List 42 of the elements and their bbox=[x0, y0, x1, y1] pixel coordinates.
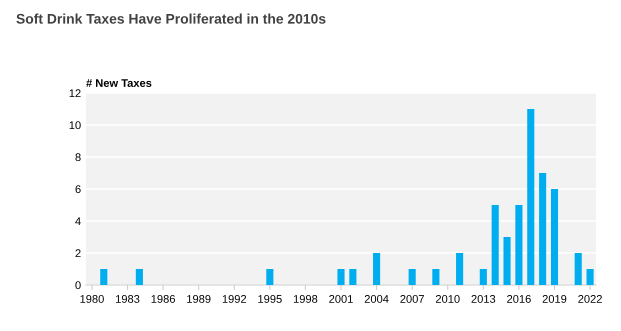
bar bbox=[349, 269, 356, 285]
x-tick-label: 1989 bbox=[187, 295, 211, 303]
x-tick-label: 2010 bbox=[436, 295, 460, 303]
y-tick-label: 10 bbox=[70, 121, 81, 130]
bar bbox=[456, 253, 464, 285]
bar bbox=[408, 269, 416, 285]
x-tick-label: 2022 bbox=[578, 295, 602, 303]
bar bbox=[100, 269, 108, 285]
bar bbox=[586, 269, 594, 285]
bar bbox=[503, 237, 511, 285]
x-tick-label: 1983 bbox=[116, 295, 140, 303]
x-tick-label: 2019 bbox=[542, 295, 566, 303]
bar bbox=[266, 269, 274, 285]
y-tick-label: 4 bbox=[75, 217, 81, 226]
chart-title: Soft Drink Taxes Have Proliferated in the 2010s bbox=[16, 14, 326, 24]
x-tick-label: 1980 bbox=[80, 295, 104, 303]
y-tick-label: 2 bbox=[76, 249, 81, 258]
bar bbox=[480, 269, 487, 285]
y-tick-label: 12 bbox=[70, 89, 81, 98]
y-axis-title: # New Taxes bbox=[86, 79, 152, 87]
x-tick-label: 1995 bbox=[258, 295, 282, 303]
bar bbox=[550, 189, 558, 285]
x-tick-label: 2004 bbox=[364, 295, 389, 303]
bar bbox=[574, 253, 582, 285]
bar bbox=[337, 269, 345, 285]
bar bbox=[492, 205, 499, 285]
y-tick-label: 0 bbox=[75, 281, 81, 290]
bar bbox=[527, 109, 534, 285]
x-tick-label: 2007 bbox=[400, 295, 424, 303]
bar bbox=[136, 269, 143, 285]
x-tick-label: 1992 bbox=[222, 295, 246, 303]
x-tick-label: 2001 bbox=[329, 295, 353, 303]
x-tick-label: 2016 bbox=[507, 295, 531, 303]
y-tick-label: 6 bbox=[76, 185, 81, 194]
bar bbox=[539, 173, 546, 285]
x-tick-label: 1986 bbox=[152, 295, 175, 303]
y-tick-label: 8 bbox=[75, 153, 81, 162]
bar bbox=[432, 269, 440, 285]
x-tick-label: 2013 bbox=[472, 295, 496, 303]
bar bbox=[515, 205, 522, 285]
x-tick-label: 1998 bbox=[294, 295, 318, 303]
bar bbox=[373, 253, 380, 285]
